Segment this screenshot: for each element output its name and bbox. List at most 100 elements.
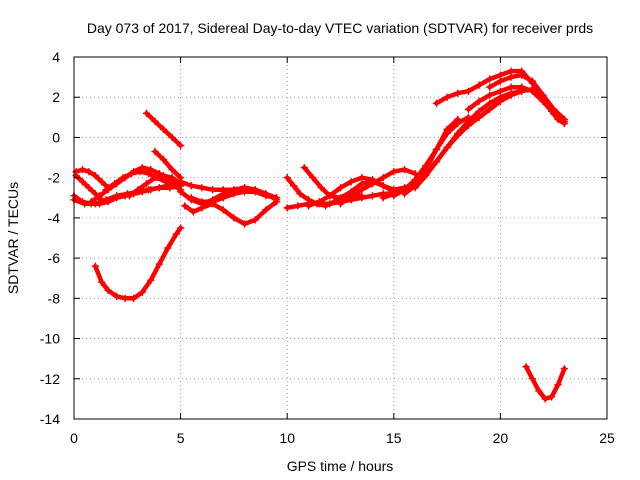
data-point [454, 119, 462, 128]
series-arc-27 [535, 87, 569, 128]
data-point [112, 292, 121, 301]
data-point [485, 99, 494, 108]
data-point [347, 177, 355, 186]
data-point [368, 192, 377, 200]
series-arc-06 [102, 167, 185, 194]
data-point [390, 192, 398, 200]
data-point [411, 183, 419, 192]
data-point [507, 89, 515, 97]
data-point [528, 87, 537, 95]
data-point [517, 83, 526, 91]
x-tick-label: 5 [177, 430, 185, 446]
data-point [176, 224, 185, 232]
y-tick-label: 4 [52, 49, 60, 65]
data-point [127, 169, 136, 178]
data-point [198, 183, 206, 192]
series-arc-19 [336, 165, 419, 208]
series-track [391, 115, 471, 199]
data-point [219, 206, 227, 214]
data-point [541, 97, 549, 105]
series-arc-23 [411, 87, 526, 192]
series-arc-09 [142, 109, 185, 150]
data-point [309, 173, 317, 182]
data-point [91, 171, 100, 180]
data-point [496, 77, 505, 85]
series-arc-28 [522, 362, 569, 403]
data-point [475, 107, 483, 116]
data-point [138, 163, 146, 172]
data-series [70, 67, 569, 403]
data-point [176, 177, 185, 186]
data-point [379, 173, 387, 182]
data-point [304, 196, 313, 204]
data-point [535, 387, 543, 395]
data-point [522, 362, 530, 371]
data-point [535, 87, 543, 95]
data-point [547, 393, 556, 401]
data-point [485, 75, 494, 83]
data-point [155, 183, 164, 192]
data-point [554, 381, 562, 389]
data-point [315, 198, 323, 206]
data-point [496, 71, 505, 79]
data-point [400, 190, 409, 198]
data-point [411, 175, 419, 184]
data-point [172, 230, 181, 238]
series-arc-13 [181, 198, 281, 228]
data-point [181, 202, 189, 210]
data-point [294, 202, 302, 210]
series-track [103, 169, 183, 192]
data-point [144, 185, 153, 194]
data-point [358, 185, 366, 194]
data-point [326, 192, 334, 200]
data-point [358, 179, 366, 188]
series-track [152, 149, 183, 180]
data-point [230, 190, 238, 198]
data-point [262, 206, 270, 214]
y-tick-label: -8 [48, 290, 61, 306]
data-point [125, 192, 134, 200]
data-point [208, 198, 217, 206]
data-point [475, 81, 483, 89]
x-tick-label: 20 [493, 430, 509, 446]
data-point [541, 395, 549, 403]
y-tick-label: -4 [48, 210, 61, 226]
x-tick-label: 10 [279, 430, 295, 446]
data-point [347, 192, 355, 200]
data-point [151, 173, 159, 182]
x-tick-labels: 0 5 10 15 20 25 [70, 430, 615, 446]
data-point [336, 200, 345, 208]
data-point [283, 173, 291, 182]
data-point [272, 194, 281, 202]
data-point [159, 171, 168, 180]
series-arc-10 [91, 224, 185, 303]
data-point [159, 125, 168, 134]
data-point [390, 167, 398, 176]
data-point [528, 77, 537, 85]
data-point [422, 161, 430, 170]
y-tick-labels: 4 2 0 -2 -4 -6 -8 -10 -12 -14 [40, 49, 60, 427]
data-point [507, 83, 515, 91]
data-point [230, 214, 238, 222]
axis-ticks [73, 56, 608, 420]
data-point [432, 145, 441, 154]
data-point [304, 202, 313, 210]
y-tick-label: -12 [40, 371, 60, 387]
y-tick-label: -14 [40, 411, 60, 427]
data-point [161, 177, 170, 186]
data-point [240, 220, 249, 228]
data-point [289, 181, 298, 190]
data-point [151, 147, 159, 156]
data-point [91, 200, 100, 208]
data-point [142, 179, 151, 188]
data-point [358, 173, 366, 182]
chart-title: Day 073 of 2017, Sidereal Day-to-day VTE… [87, 20, 593, 36]
series-arc-21 [390, 113, 473, 200]
data-point [134, 185, 142, 194]
data-point [147, 165, 155, 174]
x-tick-label: 25 [599, 430, 615, 446]
data-point [485, 105, 494, 114]
data-point [300, 163, 309, 172]
data-point [189, 208, 198, 216]
data-point [379, 194, 387, 202]
